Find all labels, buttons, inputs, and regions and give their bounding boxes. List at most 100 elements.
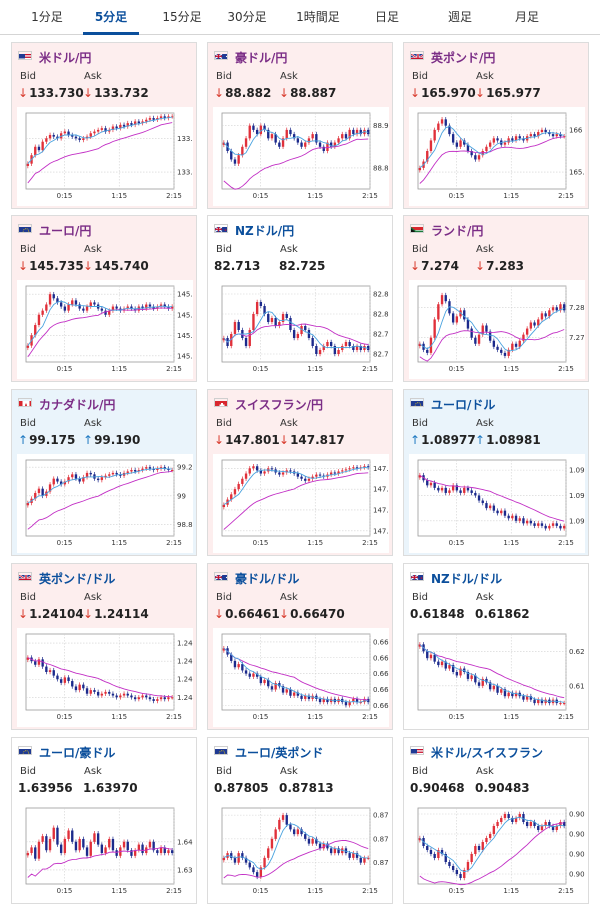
rate-card[interactable]: カナダドル/円 Bid Ask ↑99.175 ↑99.190 99.2 99 98.8 0:1… — [11, 389, 197, 556]
pair-link[interactable]: カナダドル/円 — [18, 396, 115, 412]
pair-link[interactable]: 豪ドル/円 — [214, 49, 287, 65]
price-chart[interactable]: 0.879 0.8785 0.878 0:15 1:15 2:15 — [213, 802, 389, 901]
pair-link[interactable]: 米ドル/スイスフラン — [410, 744, 543, 760]
candle-body — [270, 838, 274, 849]
rate-card[interactable]: 豪ドル/ドルBidAsk↓0.66461↓0.664700.66650.6660… — [207, 563, 393, 730]
pair-link[interactable]: ランド/円 — [410, 222, 483, 238]
candle-body — [437, 487, 440, 491]
rate-card[interactable]: ユーロ/英ポンドBidAsk0.878050.878130.8790.87850… — [207, 737, 393, 904]
candle-body — [48, 838, 52, 851]
x-tick-label: 0:15 — [57, 539, 73, 547]
tab-0[interactable]: 1分足 — [31, 10, 63, 24]
moving-average-long — [419, 329, 565, 362]
rate-card[interactable]: ユーロ/円BidAsk↓145.735↓145.740145.8145.7145… — [11, 215, 197, 382]
candle-body — [518, 340, 521, 347]
price-chart[interactable]: 166 165.8 0:15 1:15 2:15 — [409, 107, 585, 206]
candle-body — [255, 673, 259, 677]
candle-body — [544, 822, 547, 826]
pair-link[interactable]: 英ポンド/ドル — [18, 570, 115, 586]
rate-card[interactable]: スイスフラン/円BidAsk↓147.801↓147.817147.8147.6… — [207, 389, 393, 556]
pair-link[interactable]: 米ドル/円 — [18, 49, 91, 65]
candle-body — [37, 146, 41, 151]
tab-6[interactable]: 週足 — [447, 10, 472, 24]
pair-link[interactable]: ユーロ/豪ドル — [18, 744, 115, 760]
price-chart[interactable]: 0.905 0.9045 0.904 0.9035 0:15 1:15 2:15 — [409, 802, 585, 901]
candle-body — [141, 306, 144, 309]
rate-card[interactable]: ランド/円 Bid Ask ↓7.274 ↓7.283 7.28 7.27 0:15 1:15 2… — [403, 215, 589, 382]
tab-4[interactable]: 1時間足 — [296, 10, 340, 24]
price-chart[interactable]: 1.092 1.091 1.09 0:15 1:15 2:15 — [409, 454, 585, 553]
rate-card[interactable]: NZドル/円BidAsk82.71382.72582.8582.882.7582… — [207, 215, 393, 382]
candle-body — [126, 123, 129, 127]
candle-body — [270, 134, 274, 139]
pair-link[interactable]: ユーロ/英ポンド — [214, 744, 323, 760]
candle-body — [89, 690, 92, 694]
tab-2[interactable]: 15分足 — [162, 10, 202, 24]
candle-body — [148, 467, 152, 469]
candle-body — [315, 346, 318, 354]
y-tick-label: 1.244 — [177, 640, 193, 648]
pair-link[interactable]: 英ポンド/円 — [410, 49, 495, 65]
tab-1[interactable]: 5分足 — [83, 0, 139, 35]
tab-5[interactable]: 日足 — [374, 10, 399, 24]
ask-label: Ask — [476, 244, 494, 255]
plot-frame — [25, 459, 175, 537]
rate-card[interactable]: 英ポンド/円BidAsk↓165.970↓165.977166165.80:15… — [403, 42, 589, 209]
price-chart[interactable]: 0.62 0.619 0:15 1:15 2:15 — [409, 628, 585, 727]
pair-link[interactable]: 豪ドル/ドル — [214, 570, 299, 586]
pair-link[interactable]: NZドル/円 — [214, 222, 294, 238]
candle-body — [167, 850, 170, 854]
candle-body — [363, 857, 366, 863]
price-chart[interactable]: 133.6 133.4 0:15 1:15 2:15 — [17, 107, 193, 206]
candle-body — [329, 142, 333, 147]
candle-body — [511, 138, 514, 141]
candle-body — [52, 294, 55, 299]
price-chart[interactable]: 1.244 1.243 1.242 1.241 0:15 1:15 2:15 — [17, 628, 193, 727]
candle-body — [281, 314, 285, 322]
price-chart[interactable]: 145.8 145.7 145.6 145.5 0:15 1:15 2:15 — [17, 280, 193, 379]
candlestick-chart: 145.8 145.7 145.6 145.5 0:15 1:15 2:15 — [25, 285, 193, 373]
pair-link[interactable]: スイスフラン/円 — [214, 396, 323, 412]
rate-card[interactable]: 豪ドル/円 Bid Ask ↓88.882 ↓88.887 88.9 88.8 0:15 1:1… — [207, 42, 393, 209]
candle-body — [352, 346, 355, 350]
candle-body — [492, 340, 496, 347]
candle-body — [100, 477, 104, 481]
candle-body — [41, 659, 44, 667]
candle-body — [322, 346, 325, 350]
bid-label: Bid — [20, 592, 36, 603]
price-chart[interactable]: 0.6665 0.666 0.6655 0.665 0.6645 0:15 1:15 2:15 — [213, 628, 389, 727]
candle-body — [163, 304, 166, 307]
candle-body — [348, 468, 351, 470]
price-chart[interactable]: 99.2 99 98.8 0:15 1:15 2:15 — [17, 454, 193, 553]
pair-link[interactable]: NZドル/ドル — [410, 570, 502, 586]
ask-label: Ask — [280, 418, 298, 429]
tab-3[interactable]: 30分足 — [227, 10, 267, 24]
ask-value: ↓165.977 — [475, 86, 541, 100]
candle-body — [348, 342, 351, 346]
rate-card[interactable]: ユーロ/ドルBidAsk↑1.08977↑1.089811.0921.0911.… — [403, 389, 589, 556]
pair-link[interactable]: ユーロ/ドル — [410, 396, 495, 412]
price-chart[interactable]: 7.28 7.27 0:15 1:15 2:15 — [409, 280, 585, 379]
bid-number: 0.61848 — [410, 607, 465, 621]
candle-body — [433, 482, 436, 488]
candle-body — [222, 142, 226, 145]
candle-body — [263, 857, 266, 868]
candle-body — [433, 319, 436, 338]
tab-7[interactable]: 月足 — [514, 10, 539, 24]
rate-card[interactable]: 英ポンド/ドルBidAsk↓1.24104↓1.241141.2441.2431… — [11, 563, 197, 730]
price-chart[interactable]: 82.85 82.8 82.75 82.7 0:15 1:15 2:15 — [213, 280, 389, 379]
plot-frame — [25, 807, 175, 885]
price-chart[interactable]: 88.9 88.8 0:15 1:15 2:15 — [213, 107, 389, 206]
price-chart[interactable]: 1.64 1.639 0:15 1:15 2:15 — [17, 802, 193, 901]
rate-card[interactable]: 米ドル/円BidAsk↓133.730↓133.732133.6133.40:1… — [11, 42, 197, 209]
candle-body — [93, 302, 96, 305]
candle-body — [529, 134, 533, 137]
candle-body — [89, 302, 92, 307]
pair-link[interactable]: ユーロ/円 — [18, 222, 91, 238]
candle-body — [540, 313, 544, 320]
candle-body — [167, 306, 170, 309]
price-chart[interactable]: 147.8 147.6 147.4 147.2 0:15 1:15 2:15 — [213, 454, 389, 553]
